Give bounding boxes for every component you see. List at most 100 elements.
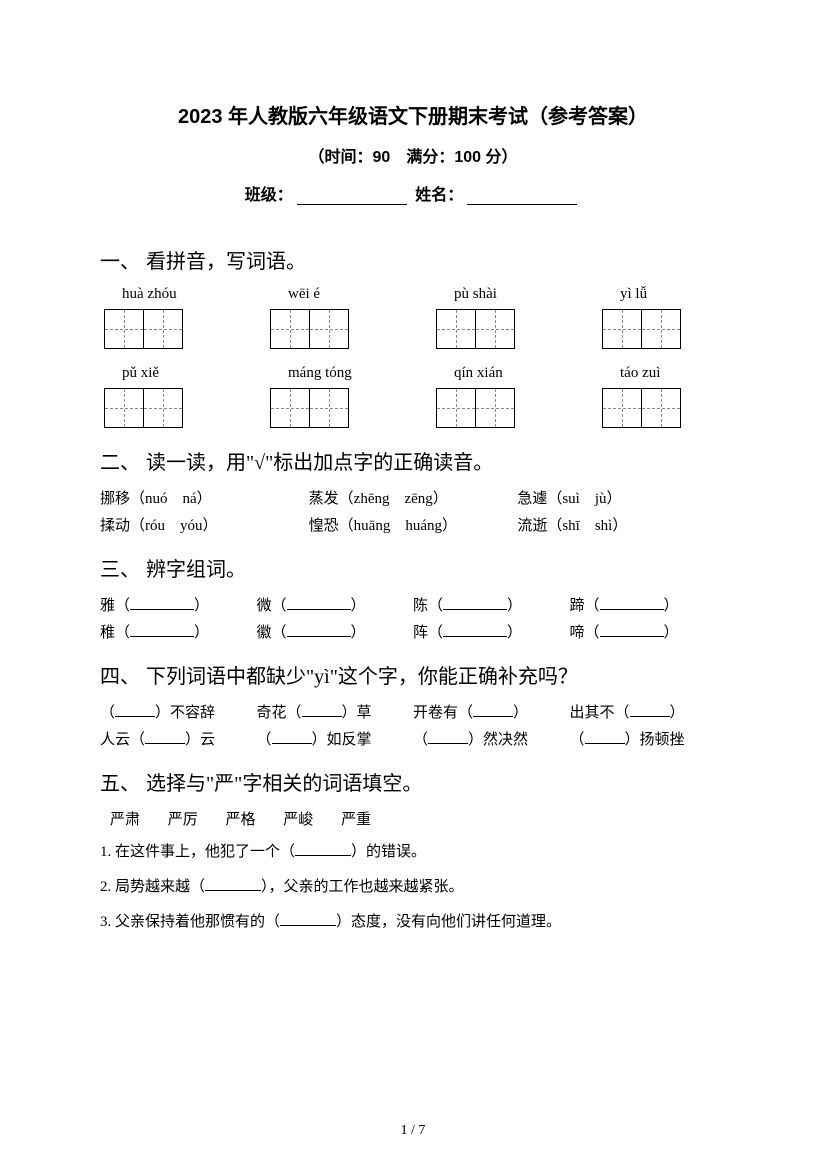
q3-item: 啼（） (570, 621, 727, 642)
fill-blank[interactable] (272, 728, 312, 744)
section-2-title: 读一读，用"√"标出加点字的正确读音。 (146, 452, 493, 474)
name-blank[interactable] (467, 204, 577, 205)
char-box[interactable] (104, 309, 144, 349)
pinyin-label: wēi é (270, 286, 390, 303)
pinyin-label: huà zhóu (104, 286, 224, 303)
word-bank-item: 严重 (341, 812, 371, 828)
doc-subtitle: （时间：90 满分：100 分） (100, 143, 726, 167)
q3-item: 微（） (257, 594, 414, 615)
pinyin-row-1: huà zhóu wēi é pù shài yì lǚ (100, 286, 726, 349)
word-bank: 严肃 严厉 严格 严峻 严重 (100, 808, 726, 829)
fill-blank[interactable] (145, 728, 185, 744)
char-box[interactable] (309, 388, 349, 428)
q4-item: 人云（）云 (100, 728, 257, 749)
page-number: 1 / 7 (0, 1123, 826, 1139)
char-box[interactable] (602, 309, 642, 349)
pinyin-label: máng tóng (270, 365, 390, 382)
char-box[interactable] (309, 309, 349, 349)
char-box[interactable] (104, 388, 144, 428)
fill-blank[interactable] (473, 701, 513, 717)
section-2-heading: 二、读一读，用"√"标出加点字的正确读音。 (100, 446, 726, 475)
pinyin-row-2: pǔ xiě máng tóng qín xián táo zuì (100, 365, 726, 428)
char-box[interactable] (602, 388, 642, 428)
q2-item: 惶恐（huāng huáng） (309, 514, 518, 535)
pinyin-item: wēi é (270, 286, 390, 349)
q4-item: 开卷有（） (413, 701, 570, 722)
q3-item: 徽（） (257, 621, 414, 642)
info-line: 班级： 姓名： (100, 181, 726, 205)
char-box[interactable] (641, 309, 681, 349)
q2-item: 揉动（róu yóu） (100, 514, 309, 535)
fill-blank[interactable] (630, 701, 670, 717)
q5-line: 3. 父亲保持着他那惯有的（）态度，没有向他们讲任何道理。 (100, 909, 726, 936)
pinyin-item: táo zuì (602, 365, 722, 428)
fill-blank[interactable] (443, 621, 507, 637)
q4-item: （）不容辞 (100, 701, 257, 722)
section-1-title: 看拼音，写词语。 (146, 251, 306, 273)
doc-title: 2023 年人教版六年级语文下册期末考试（参考答案） (100, 100, 726, 129)
q4-item: （）如反掌 (257, 728, 414, 749)
section-5-title: 选择与"严"字相关的词语填空。 (146, 773, 422, 795)
fill-blank[interactable] (287, 594, 351, 610)
fill-blank[interactable] (115, 701, 155, 717)
char-box[interactable] (270, 388, 310, 428)
q3-row: 稚（） 徽（） 阵（） 啼（） (100, 621, 726, 642)
char-box[interactable] (475, 309, 515, 349)
pinyin-item: huà zhóu (104, 286, 224, 349)
section-3-heading: 三、辨字组词。 (100, 553, 726, 582)
q2-item: 流逝（shī shì） (517, 514, 726, 535)
section-2-num: 二、 (100, 446, 146, 475)
fill-blank[interactable] (600, 621, 664, 637)
word-bank-item: 严峻 (283, 812, 313, 828)
q3-item: 阵（） (413, 621, 570, 642)
q2-item: 急遽（suì jù） (517, 487, 726, 508)
word-bank-item: 严肃 (110, 812, 140, 828)
section-1-heading: 一、看拼音，写词语。 (100, 245, 726, 274)
char-box[interactable] (475, 388, 515, 428)
class-label: 班级： (245, 187, 293, 204)
pinyin-label: qín xián (436, 365, 556, 382)
fill-blank[interactable] (302, 701, 342, 717)
char-box[interactable] (436, 388, 476, 428)
fill-blank[interactable] (295, 840, 351, 856)
q5-line: 2. 局势越来越（），父亲的工作也越来越紧张。 (100, 874, 726, 901)
fill-blank[interactable] (130, 594, 194, 610)
char-box[interactable] (436, 309, 476, 349)
section-3-title: 辨字组词。 (146, 559, 246, 581)
section-4-heading: 四、下列词语中都缺少"yì"这个字，你能正确补充吗？ (100, 660, 726, 689)
fill-blank[interactable] (600, 594, 664, 610)
q3-row: 雅（） 微（） 陈（） 蹄（） (100, 594, 726, 615)
fill-blank[interactable] (443, 594, 507, 610)
fill-blank[interactable] (585, 728, 625, 744)
char-box[interactable] (270, 309, 310, 349)
fill-blank[interactable] (205, 875, 261, 891)
pinyin-item: qín xián (436, 365, 556, 428)
q4-item: 奇花（）草 (257, 701, 414, 722)
pinyin-label: táo zuì (602, 365, 722, 382)
q3-item: 稚（） (100, 621, 257, 642)
fill-blank[interactable] (287, 621, 351, 637)
class-blank[interactable] (297, 204, 407, 205)
section-4-title: 下列词语中都缺少"yì"这个字，你能正确补充吗？ (146, 666, 578, 688)
q2-item: 蒸发（zhēng zēng） (309, 487, 518, 508)
fill-blank[interactable] (130, 621, 194, 637)
q4-item: 出其不（） (570, 701, 727, 722)
section-5-heading: 五、选择与"严"字相关的词语填空。 (100, 767, 726, 796)
q2-item: 挪移（nuó ná） (100, 487, 309, 508)
q3-item: 陈（） (413, 594, 570, 615)
word-bank-item: 严厉 (168, 812, 198, 828)
char-box[interactable] (641, 388, 681, 428)
section-4-num: 四、 (100, 660, 146, 689)
char-box[interactable] (143, 309, 183, 349)
q2-row: 挪移（nuó ná） 蒸发（zhēng zēng） 急遽（suì jù） (100, 487, 726, 508)
fill-blank[interactable] (280, 910, 336, 926)
char-box[interactable] (143, 388, 183, 428)
section-3-num: 三、 (100, 553, 146, 582)
fill-blank[interactable] (428, 728, 468, 744)
pinyin-item: pǔ xiě (104, 365, 224, 428)
q4-item: （）扬顿挫 (570, 728, 727, 749)
pinyin-label: pǔ xiě (104, 365, 224, 382)
q5-line: 1. 在这件事上，他犯了一个（）的错误。 (100, 839, 726, 866)
q3-item: 蹄（） (570, 594, 727, 615)
section-5-num: 五、 (100, 767, 146, 796)
